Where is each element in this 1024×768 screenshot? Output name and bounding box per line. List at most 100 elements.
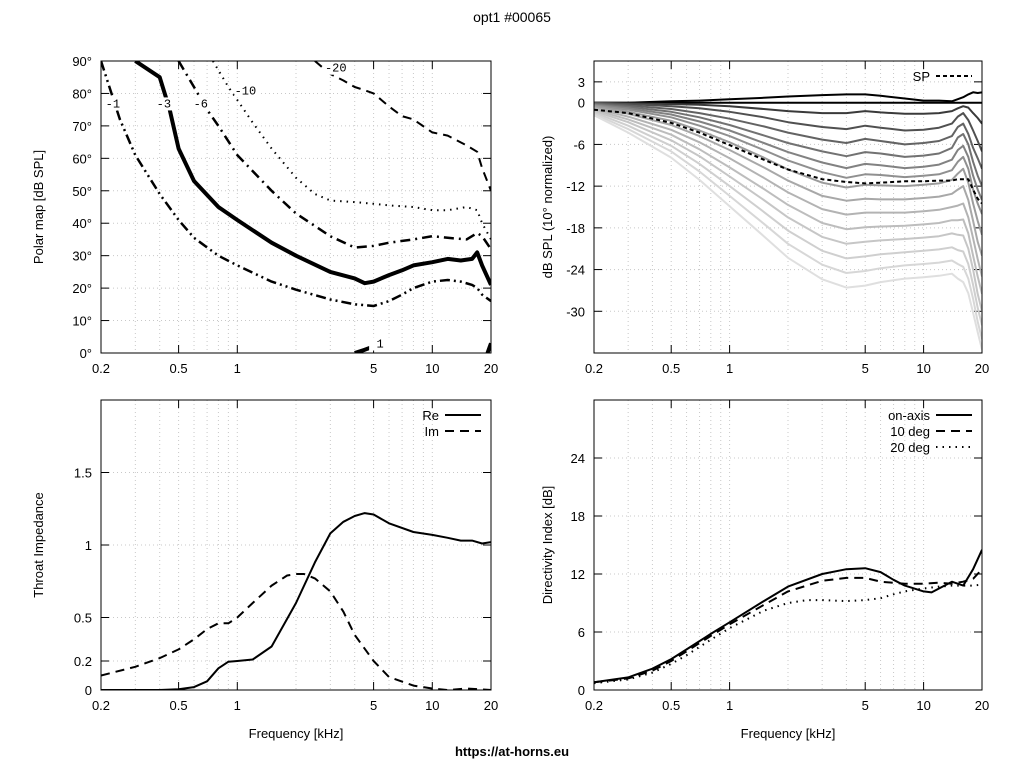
spl-series-line (594, 103, 982, 187)
polar-ytick-label: 40° (72, 216, 92, 231)
polar-ytick-label: 70° (72, 119, 92, 134)
polar-xtick-label: 1 (234, 361, 241, 376)
polar-ytick-label: 10° (72, 314, 92, 329)
polar-contour-label: -3 (157, 97, 171, 111)
directivity-xtick-label: 0.5 (662, 698, 680, 713)
polar-contour-label-bg (324, 61, 349, 75)
impedance-legend-label: Re (422, 408, 439, 423)
polar-xtick-label: 5 (370, 361, 377, 376)
spl-ytick-label: -18 (566, 221, 585, 236)
spl-series-line (594, 108, 982, 295)
polar-xtick-label: 0.5 (170, 361, 188, 376)
spl-xtick-label: 10 (916, 361, 930, 376)
impedance-xtick-label: 5 (370, 698, 377, 713)
polar-ytick-label: 80° (72, 86, 92, 101)
impedance-xlabel: Frequency [kHz] (249, 726, 344, 741)
polar-ytick-label: 50° (72, 184, 92, 199)
impedance-ylabel: Throat Impedance (31, 492, 46, 598)
directivity-xtick-label: 1 (726, 698, 733, 713)
directivity-series-line (594, 583, 982, 685)
polar-contour-label-bg (152, 97, 177, 111)
impedance-ytick-label: 0 (85, 683, 92, 698)
footer-url: https://at-horns.eu (454, 744, 570, 759)
impedance-xtick-label: 0.2 (92, 698, 110, 713)
impedance-series-group (101, 512, 491, 690)
impedance-ytick-label: 1 (85, 538, 92, 553)
impedance-xtick-label: 20 (484, 698, 498, 713)
impedance-legend-label: Im (425, 424, 439, 439)
impedance-series-line (101, 512, 491, 690)
spl-ytick-label: -24 (566, 263, 585, 278)
directivity-ytick-label: 6 (578, 625, 585, 640)
polar-contour-label: -6 (194, 97, 208, 111)
spl-series-line (594, 105, 982, 236)
spl-xtick-label: 0.2 (585, 361, 603, 376)
impedance-xtick-label: 1 (234, 698, 241, 713)
directivity-ytick-label: 12 (571, 567, 585, 582)
polar-ytick-label: 0° (80, 346, 92, 361)
spl-frame (593, 60, 983, 354)
spl-series-line (594, 108, 982, 205)
polar-ylabel: Polar map [dB SPL] (31, 150, 46, 264)
spl-series-line (594, 101, 982, 152)
spl-series-line (594, 110, 982, 312)
spl-series-line (594, 101, 982, 125)
polar-contour-label-bg (369, 337, 394, 351)
impedance-series-line (101, 573, 491, 690)
polar-series-line (314, 61, 491, 192)
directivity-series-line (594, 568, 982, 684)
polar-xtick-label: 10 (425, 361, 439, 376)
polar-xtick-label: 0.2 (92, 361, 110, 376)
directivity-xtick-label: 10 (916, 698, 930, 713)
polar-xtick-label: 20 (484, 361, 498, 376)
directivity-legend-label: 20 deg (890, 440, 930, 455)
directivity-ytick-label: 0 (578, 683, 585, 698)
directivity-series-group (594, 549, 982, 685)
directivity-xtick-label: 0.2 (585, 698, 603, 713)
polar-contour-label-bg (189, 97, 214, 111)
impedance-frame (100, 399, 492, 691)
impedance-xtick-label: 0.5 (170, 698, 188, 713)
impedance-ytick-label: 0.5 (74, 611, 92, 626)
polar-panel: 0.2 0.5 1 5 10 200°10°20°30°40°50°60°70°80°90… (31, 54, 498, 376)
spl-xtick-label: 5 (862, 361, 869, 376)
spl-xtick-label: 20 (975, 361, 989, 376)
impedance-xtick-label: 10 (425, 698, 439, 713)
directivity-xtick-label: 5 (862, 698, 869, 713)
polar-contour-label: -1 (106, 97, 120, 111)
spl-series-group (594, 91, 982, 350)
polar-ytick-label: 20° (72, 281, 92, 296)
directivity-ytick-label: 24 (571, 451, 585, 466)
polar-contour-label-bg (234, 84, 259, 98)
spl-series-line (594, 112, 982, 340)
spl-series-line (594, 102, 982, 170)
polar-contour-label: -10 (235, 84, 257, 98)
impedance-ytick-label: 0.2 (74, 654, 92, 669)
spl-series-line (594, 91, 982, 104)
polar-frame (100, 60, 492, 354)
directivity-panel: 0.2 0.5 1 5 10 20 0 6 12 18 24 Directivity Index [d… (540, 399, 989, 741)
spl-ytick-label: 0 (578, 96, 585, 111)
directivity-legend-label: on-axis (888, 408, 930, 423)
polar-series-line (134, 61, 491, 286)
spl-series-line (594, 111, 982, 326)
polar-contour-label-bg (101, 97, 126, 111)
directivity-xtick-label: 20 (975, 698, 989, 713)
polar-ytick-label: 60° (72, 151, 92, 166)
directivity-legend-label: 10 deg (890, 424, 930, 439)
spl-series-line (594, 104, 982, 215)
directivity-xlabel: Frequency [kHz] (741, 726, 836, 741)
spl-series-line (594, 107, 982, 277)
spl-xtick-label: 0.5 (662, 361, 680, 376)
spl-ylabel: dB SPL (10° normalized) (540, 136, 555, 279)
spl-legend-label: SP (913, 69, 930, 84)
spl-ytick-label: -12 (566, 179, 585, 194)
directivity-frame (593, 399, 983, 691)
spl-ytick-label: -30 (566, 304, 585, 319)
polar-series-line (485, 342, 491, 353)
spl-series-line (594, 106, 982, 256)
spl-ytick-label: 3 (578, 75, 585, 90)
spl-series-line (594, 103, 982, 201)
